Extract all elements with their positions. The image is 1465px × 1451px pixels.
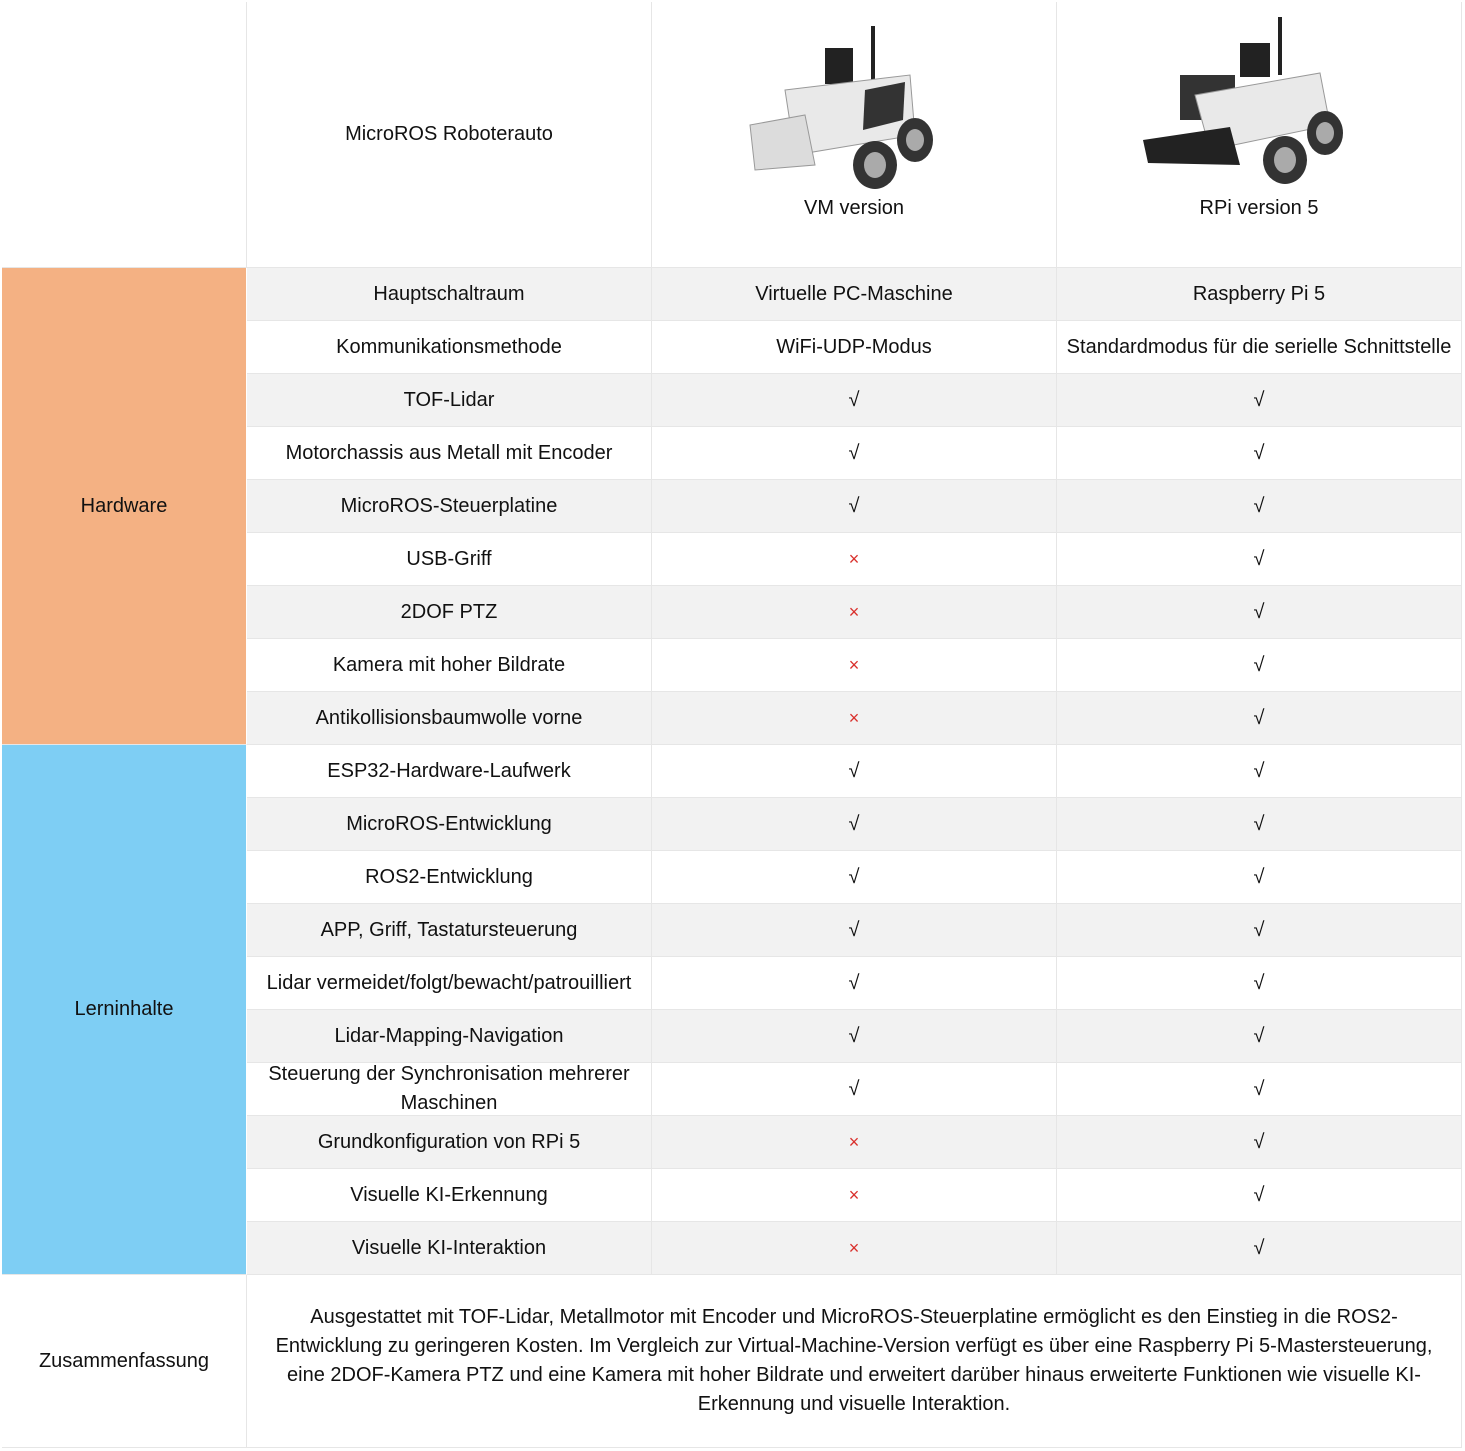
feature-label: Grundkonfiguration von RPi 5 bbox=[247, 1116, 652, 1169]
feature-value: √ bbox=[1057, 798, 1462, 851]
group-label: Lerninhalte bbox=[2, 745, 247, 1275]
feature-value: √ bbox=[652, 480, 1057, 533]
feature-value: √ bbox=[652, 798, 1057, 851]
feature-value: √ bbox=[652, 904, 1057, 957]
feature-value: × bbox=[652, 692, 1057, 745]
feature-label: Kommunikationsmethode bbox=[247, 321, 652, 374]
feature-label: Visuelle KI-Interaktion bbox=[247, 1222, 652, 1275]
feature-label: Kamera mit hoher Bildrate bbox=[247, 639, 652, 692]
group-label: Hardware bbox=[2, 268, 247, 745]
header-spacer bbox=[652, 2, 1057, 268]
summary-text: Ausgestattet mit TOF-Lidar, Metallmotor … bbox=[247, 1275, 1462, 1448]
header-spacer bbox=[1057, 2, 1462, 268]
feature-value: × bbox=[652, 533, 1057, 586]
feature-value: √ bbox=[652, 851, 1057, 904]
feature-value: √ bbox=[1057, 586, 1462, 639]
feature-value: Standardmodus für die serielle Schnittst… bbox=[1057, 321, 1462, 374]
feature-label: Steuerung der Synchronisation mehrerer M… bbox=[247, 1063, 652, 1116]
feature-value: √ bbox=[1057, 692, 1462, 745]
feature-value: √ bbox=[652, 1010, 1057, 1063]
column-header: VM version bbox=[652, 190, 1057, 226]
feature-value: √ bbox=[1057, 533, 1462, 586]
feature-label: APP, Griff, Tastatursteuerung bbox=[247, 904, 652, 957]
column-header: RPi version 5 bbox=[1057, 190, 1462, 226]
feature-value: √ bbox=[1057, 374, 1462, 427]
feature-value: √ bbox=[1057, 639, 1462, 692]
robot-image-vm bbox=[749, 26, 933, 189]
feature-value: × bbox=[652, 1222, 1057, 1275]
feature-value: √ bbox=[1057, 957, 1462, 1010]
feature-value: √ bbox=[1057, 1116, 1462, 1169]
feature-value: Raspberry Pi 5 bbox=[1057, 268, 1462, 321]
feature-value: × bbox=[652, 586, 1057, 639]
corner bbox=[2, 2, 247, 268]
feature-label: ESP32-Hardware-Laufwerk bbox=[247, 745, 652, 798]
feature-value: √ bbox=[1057, 1222, 1462, 1275]
feature-label: Visuelle KI-Erkennung bbox=[247, 1169, 652, 1222]
feature-value: √ bbox=[1057, 1169, 1462, 1222]
feature-value: √ bbox=[652, 374, 1057, 427]
feature-value: Virtuelle PC-Maschine bbox=[652, 268, 1057, 321]
feature-value: √ bbox=[652, 957, 1057, 1010]
feature-value: √ bbox=[1057, 480, 1462, 533]
feature-value: √ bbox=[1057, 851, 1462, 904]
feature-value: × bbox=[652, 639, 1057, 692]
feature-label: ROS2-Entwicklung bbox=[247, 851, 652, 904]
feature-label: Lidar vermeidet/folgt/bewacht/patrouilli… bbox=[247, 957, 652, 1010]
feature-label: 2DOF PTZ bbox=[247, 586, 652, 639]
feature-value: √ bbox=[652, 1063, 1057, 1116]
feature-value: WiFi-UDP-Modus bbox=[652, 321, 1057, 374]
feature-label: Motorchassis aus Metall mit Encoder bbox=[247, 427, 652, 480]
robot-image-rpi bbox=[1143, 17, 1343, 184]
feature-value: √ bbox=[652, 427, 1057, 480]
summary-label: Zusammenfassung bbox=[2, 1275, 247, 1448]
feature-value: √ bbox=[1057, 745, 1462, 798]
feature-label: Antikollisionsbaumwolle vorne bbox=[247, 692, 652, 745]
feature-value: × bbox=[652, 1116, 1057, 1169]
feature-label: USB-Griff bbox=[247, 533, 652, 586]
feature-value: √ bbox=[1057, 1010, 1462, 1063]
feature-label: MicroROS-Entwicklung bbox=[247, 798, 652, 851]
feature-label: MicroROS-Steuerplatine bbox=[247, 480, 652, 533]
header-title: MicroROS Roboterauto bbox=[247, 2, 652, 268]
feature-label: TOF-Lidar bbox=[247, 374, 652, 427]
feature-value: × bbox=[652, 1169, 1057, 1222]
feature-value: √ bbox=[1057, 1063, 1462, 1116]
feature-value: √ bbox=[1057, 904, 1462, 957]
feature-label: Lidar-Mapping-Navigation bbox=[247, 1010, 652, 1063]
feature-label: Hauptschaltraum bbox=[247, 268, 652, 321]
feature-value: √ bbox=[1057, 427, 1462, 480]
feature-value: √ bbox=[652, 745, 1057, 798]
